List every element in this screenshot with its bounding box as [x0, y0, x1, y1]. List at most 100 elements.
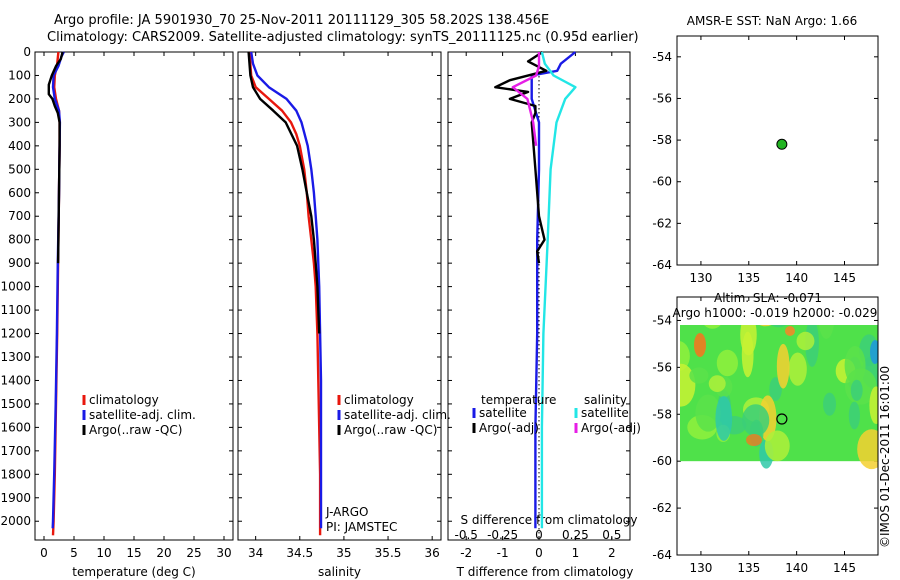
argo-location-marker — [776, 413, 788, 425]
sla-patch — [716, 349, 738, 377]
sla-patch — [769, 377, 782, 401]
credit-text: ©IMOS 01-Dec-2011 16:01:00 — [878, 366, 892, 548]
y-tick-label: 900 — [8, 256, 31, 270]
x-tick-label-difference: 2 — [608, 546, 616, 560]
chart-title-line2: Climatology: CARS2009. Satellite-adjuste… — [47, 30, 639, 45]
map2-x-tick-label: 130 — [689, 561, 712, 575]
map1-x-tick-label: 145 — [833, 271, 856, 285]
y-tick-label: 1600 — [0, 420, 31, 434]
x-tick-label-S: 0.5 — [602, 528, 621, 542]
sla-patch — [704, 325, 721, 329]
sla-patch — [870, 340, 878, 364]
y-tick-label: 100 — [8, 68, 31, 82]
sla-patch — [785, 326, 795, 336]
sla-patch — [848, 401, 860, 430]
y-tick-label: 2000 — [0, 514, 31, 528]
x-tick-label-temperature: 20 — [156, 546, 171, 560]
y-tick-label: 400 — [8, 139, 31, 153]
map2-title2: Argo h1000: -0.019 h2000: -0.029 — [673, 306, 878, 320]
sla-patch — [796, 331, 815, 351]
sla-patch — [708, 375, 726, 392]
map1-y-tick-label: -64 — [652, 258, 672, 272]
y-tick-label: 1900 — [0, 491, 31, 505]
y-tick-label: 300 — [8, 115, 31, 129]
sla-patch — [818, 325, 834, 339]
x-tick-label-temperature: 15 — [126, 546, 141, 560]
x-tick-label-difference: -1 — [497, 546, 509, 560]
map2-x-tick-label: 145 — [833, 561, 856, 575]
x-tick-label-temperature: 0 — [40, 546, 48, 560]
x-tick-label-S: -0.5 — [454, 528, 477, 542]
plot-frame-temperature — [34, 51, 234, 541]
x-tick-label-salinity: 35 — [336, 546, 351, 560]
legend-T-label: satellite — [479, 406, 527, 420]
y-tick-label: 1000 — [0, 280, 31, 294]
x-tick-label-temperature: 25 — [186, 546, 201, 560]
legend-salinity-label: satellite-adj. clim. — [344, 408, 451, 422]
legend-salinity-label: climatology — [344, 393, 414, 407]
y-tick-label: 1200 — [0, 327, 31, 341]
series-satellite — [51, 51, 65, 529]
y-tick-label: 1300 — [0, 350, 31, 364]
sla-patch — [689, 367, 709, 384]
x-axis-label-temperature: temperature (deg C) — [72, 565, 195, 579]
sla-field — [680, 325, 878, 470]
y-tick-label: 500 — [8, 162, 31, 176]
legend-temperature-label: Argo(..raw -QC) — [89, 423, 182, 437]
y-tick-label: 1700 — [0, 444, 31, 458]
map2-y-tick-label: -56 — [652, 360, 672, 374]
legend-S-label: Argo(-adj) — [581, 421, 641, 435]
sla-patch — [715, 395, 733, 442]
x-tick-label-difference: -2 — [460, 546, 472, 560]
chart-title-line1: Argo profile: JA 5901930_70 25-Nov-2011 … — [54, 13, 550, 28]
series-satellite — [250, 51, 323, 529]
sla-patch — [680, 341, 690, 371]
map1-y-tick-label: -60 — [652, 175, 672, 189]
map2-x-tick-label: 140 — [785, 561, 808, 575]
map2-y-tick-label: -58 — [652, 407, 672, 421]
annotation-program: J-ARGO — [325, 505, 368, 519]
x-axis-label-S: S difference from climatology — [461, 513, 638, 527]
map1-y-tick-label: -62 — [652, 216, 672, 230]
map2-frame — [676, 296, 879, 556]
y-tick-label: 700 — [8, 209, 31, 223]
sla-patch — [771, 325, 787, 328]
x-tick-label-difference: 1 — [572, 546, 580, 560]
x-tick-label-salinity: 35.5 — [375, 546, 402, 560]
x-tick-label-difference: 0 — [535, 546, 543, 560]
y-tick-label: 0 — [23, 45, 31, 59]
map1-x-tick-label: 135 — [737, 271, 760, 285]
legend-T-label: Argo(-adj) — [479, 421, 539, 435]
map1-x-tick-label: 130 — [689, 271, 712, 285]
sla-patch — [869, 386, 878, 424]
x-tick-label-S: 0 — [535, 528, 543, 542]
x-tick-label-temperature: 30 — [216, 546, 231, 560]
x-tick-label-temperature: 5 — [70, 546, 78, 560]
map1-x-tick-label: 140 — [785, 271, 808, 285]
map2-x-tick-label: 135 — [737, 561, 760, 575]
map1-title: AMSR-E SST: NaN Argo: 1.66 — [687, 14, 857, 28]
legend-S-label: satellite — [581, 406, 629, 420]
x-tick-label-salinity: 34 — [248, 546, 263, 560]
y-tick-label: 1800 — [0, 467, 31, 481]
legend-temperature-label: satellite-adj. clim. — [89, 408, 196, 422]
sla-patch — [776, 343, 790, 389]
series-argo — [247, 51, 321, 334]
sla-patch — [823, 392, 837, 416]
y-tick-label: 200 — [8, 92, 31, 106]
series-argo — [494, 50, 548, 264]
x-tick-label-salinity: 34.5 — [286, 546, 313, 560]
sla-patch — [759, 325, 772, 327]
series-argo_adj_mag — [511, 52, 541, 146]
sla-patch — [764, 430, 790, 462]
annotation-pi: PI: JAMSTEC — [326, 520, 397, 534]
map2-y-tick-label: -64 — [652, 548, 672, 562]
x-tick-label-temperature: 10 — [96, 546, 111, 560]
map2-y-tick-label: -54 — [652, 313, 672, 327]
plot-frame-salinity — [237, 51, 442, 541]
y-tick-label: 800 — [8, 233, 31, 247]
sla-patch — [746, 434, 762, 446]
map2-y-tick-label: -62 — [652, 501, 672, 515]
x-tick-label-S: 0.25 — [562, 528, 589, 542]
sla-patch — [857, 429, 878, 470]
